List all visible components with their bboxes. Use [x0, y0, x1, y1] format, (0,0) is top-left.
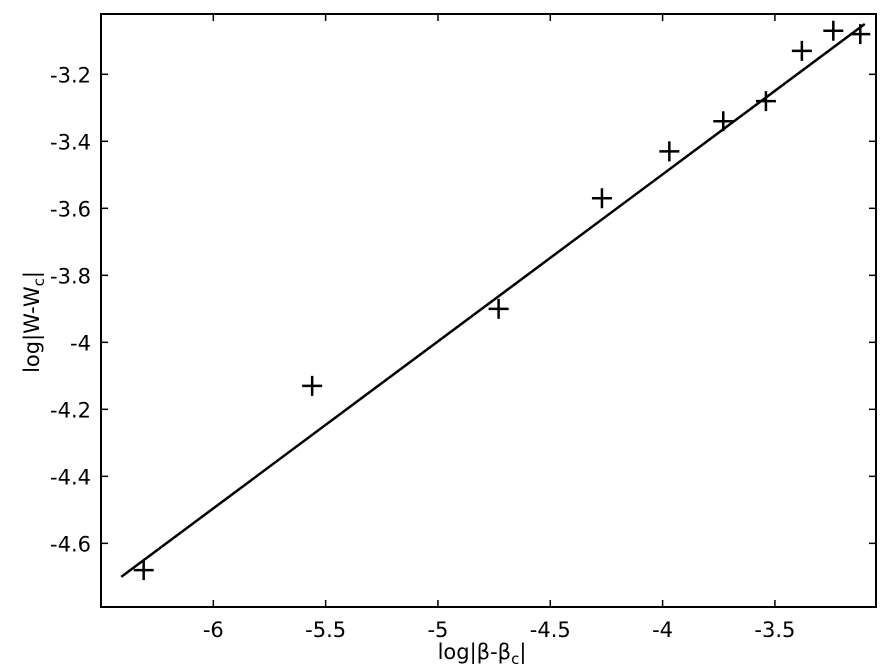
- data-point-marker: [133, 560, 154, 581]
- data-point-marker: [591, 188, 612, 209]
- x-tick-label: -4: [652, 618, 673, 642]
- axis-ticks: [101, 14, 876, 607]
- plot-frame: [100, 13, 877, 608]
- y-tick-label: -3.8: [50, 264, 91, 288]
- y-tick-label: -3.6: [50, 197, 91, 221]
- y-tick-label: -4.4: [50, 465, 91, 489]
- y-tick-label: -4: [70, 331, 91, 355]
- data-point-marker: [713, 111, 734, 132]
- y-tick-label: -3.4: [50, 130, 91, 154]
- x-tick-label: -6: [203, 618, 224, 642]
- x-tick-label: -5.5: [305, 618, 346, 642]
- fit-line-group: [120, 23, 866, 578]
- x-tick-label: -3.5: [754, 618, 795, 642]
- y-tick-label: -4.6: [50, 532, 91, 556]
- x-tick-label: -5: [427, 618, 448, 642]
- data-point-marker: [850, 24, 871, 45]
- fit-line: [120, 23, 866, 578]
- data-point-marker: [823, 20, 844, 41]
- x-axis-label: log|β-βc|: [438, 640, 527, 668]
- data-point-marker: [659, 141, 680, 162]
- data-point-marker: [302, 375, 323, 396]
- tick-labels: -6 -5.5 -5 -4.5 -4 -3.5 -4.6 -4.4 -4.2 -4 -3.8 -3.6…: [50, 63, 795, 642]
- y-axis-label: log|W-Wc|: [20, 271, 48, 373]
- y-tick-label: -4.2: [50, 398, 91, 422]
- x-tick-label: -4.5: [530, 618, 571, 642]
- data-markers: [133, 20, 871, 581]
- data-point-marker: [488, 298, 509, 319]
- data-point-marker: [791, 40, 812, 61]
- data-point-marker: [755, 91, 776, 112]
- y-tick-label: -3.2: [50, 63, 91, 87]
